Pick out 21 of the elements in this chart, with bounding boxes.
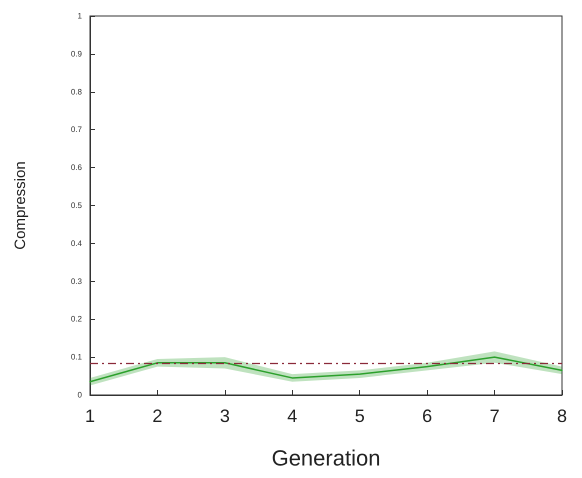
x-tick-label: 3 — [220, 406, 230, 426]
y-tick-label: 0.3 — [70, 276, 83, 286]
x-tick-label: 4 — [287, 406, 298, 426]
y-tick-label: 0.6 — [70, 163, 83, 172]
y-tick-label: 0.5 — [70, 201, 83, 210]
x-tick-label: 6 — [422, 406, 432, 426]
x-tick-label: 2 — [152, 406, 162, 426]
y-tick-label: 0.1 — [70, 352, 83, 362]
x-tick-label: 5 — [354, 406, 365, 426]
line-series — [89, 356, 563, 382]
x-axis-title: Generation — [272, 446, 380, 470]
y-tick-label: 0.8 — [70, 87, 83, 96]
y-tick-label: 0.4 — [70, 238, 83, 248]
y-tick-label: 0 — [78, 390, 83, 400]
y-tick-label: 1 — [78, 12, 83, 20]
y-tick-label: 0.9 — [70, 49, 83, 58]
x-tick-label: 8 — [556, 406, 568, 426]
y-tick-label: 0.7 — [70, 125, 83, 134]
y-tick-label: 0.2 — [70, 314, 83, 324]
x-tick-label: 7 — [490, 406, 500, 426]
y-axis-title: Compression — [12, 161, 29, 250]
